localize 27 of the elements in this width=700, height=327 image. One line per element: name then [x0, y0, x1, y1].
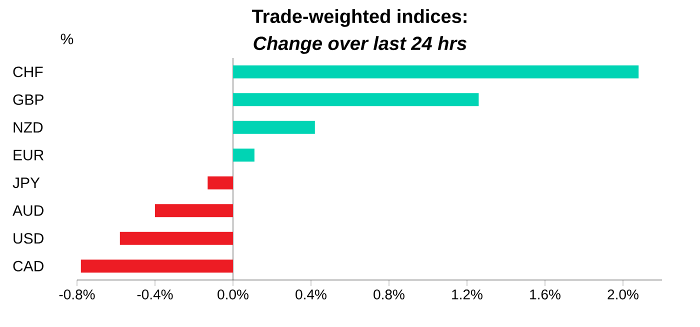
y-axis-title: %	[60, 34, 74, 44]
chart-subtitle: Change over last 24 hrs	[254, 36, 467, 54]
chart-title: Trade-weighted indices:	[252, 9, 466, 27]
x-tick-label: -0.8%	[59, 290, 95, 300]
y-tick-label: EUR	[14, 150, 44, 160]
x-tick-label: 0.8%	[374, 290, 404, 300]
bar	[208, 176, 233, 190]
bar	[233, 148, 254, 162]
y-tick-label: USD	[14, 233, 44, 244]
y-tick-label: NZD	[14, 122, 43, 133]
y-tick-label: CAD	[13, 260, 44, 272]
bar	[155, 204, 233, 218]
bar	[120, 232, 233, 245]
y-tick-label: CHF	[13, 66, 43, 78]
bar	[233, 120, 315, 134]
x-tick-label: 2.0%	[608, 290, 638, 300]
x-tick-label: 0.0%	[218, 290, 248, 300]
x-tick-label: 1.2%	[452, 290, 482, 300]
bar	[233, 93, 479, 106]
y-tick-label: JPY	[12, 178, 40, 188]
x-tick-label: 0.4%	[296, 290, 326, 300]
x-tick-label: 1.6%	[530, 290, 560, 300]
bar	[80, 260, 233, 273]
bar	[233, 65, 639, 78]
x-tick-label: -0.4%	[137, 290, 173, 300]
y-tick-label: GBP	[13, 94, 44, 105]
y-tick-label: AUD	[12, 205, 44, 216]
